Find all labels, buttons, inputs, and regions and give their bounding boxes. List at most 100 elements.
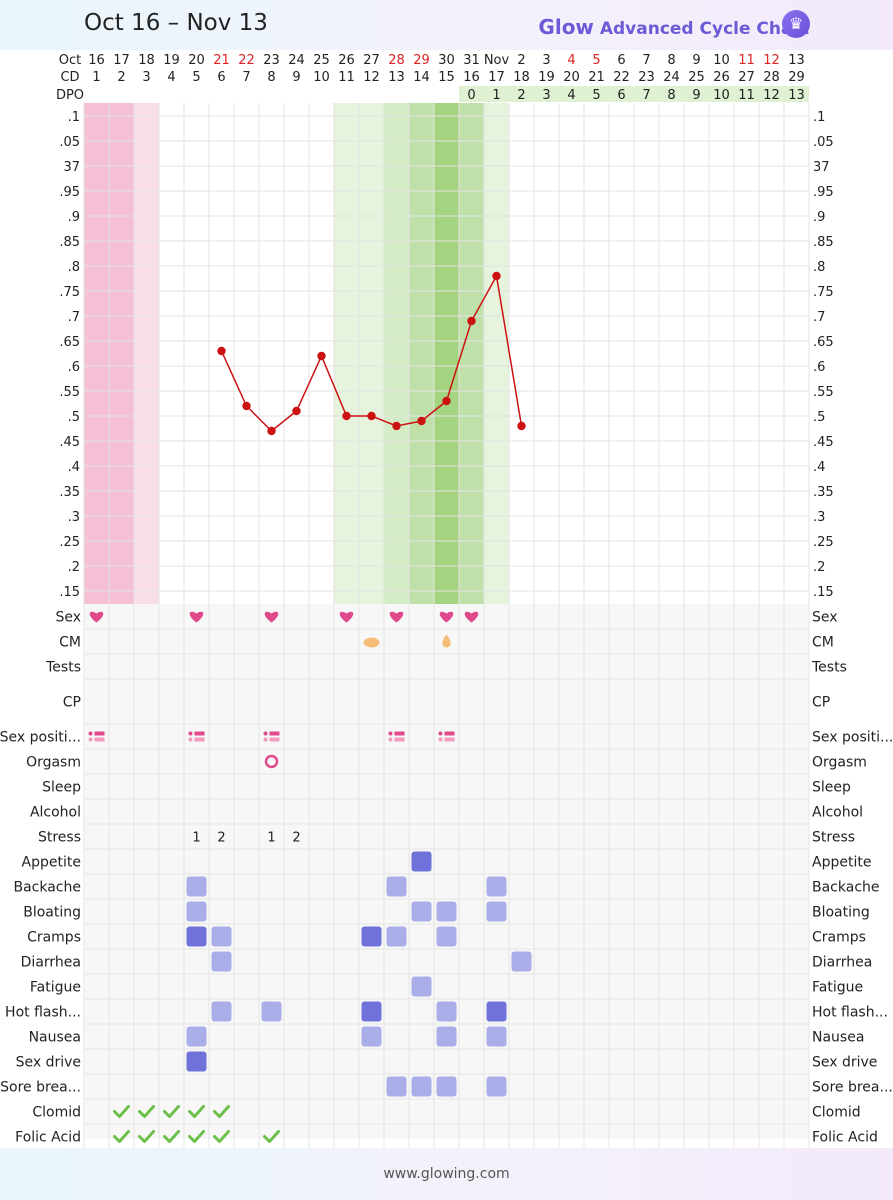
cd-tick-label: 3 <box>142 70 150 85</box>
heart-icon <box>89 611 104 623</box>
cd-tick-label: 16 <box>463 70 480 85</box>
y-tick-label-left: .4 <box>68 460 80 475</box>
footer-url[interactable]: www.glowing.com <box>383 1166 510 1182</box>
fertile-band <box>434 103 459 604</box>
date-tick-label: 27 <box>363 53 380 68</box>
fertile-band <box>359 103 384 604</box>
log-row-label-left: Clomid <box>32 1105 81 1121</box>
log-row-label-right: Diarrhea <box>812 955 872 971</box>
cd-tick-label: 19 <box>538 70 555 85</box>
date-tick-label: 23 <box>263 53 280 68</box>
symptom-square <box>486 1076 507 1097</box>
log-row-label-right: Backache <box>812 880 880 896</box>
cd-tick-label: 5 <box>192 70 200 85</box>
y-tick-label-left: .9 <box>68 210 80 225</box>
symptom-square <box>386 926 407 947</box>
dpo-tick-label: 6 <box>617 88 625 103</box>
symptom-square <box>211 1001 232 1022</box>
y-tick-label-right: .3 <box>813 510 825 525</box>
log-row-label-right: Sex <box>812 610 838 626</box>
fertile-band <box>409 103 434 604</box>
dpo-tick-label: 3 <box>542 88 550 103</box>
y-tick-label-right: .9 <box>813 210 825 225</box>
sex-position-icon <box>88 731 93 736</box>
date-tick-label: 4 <box>567 53 575 68</box>
date-tick-label: 31 <box>463 53 480 68</box>
temp-point <box>242 401 251 411</box>
check-icon <box>213 1130 230 1143</box>
dpo-label: DPO <box>56 88 84 103</box>
y-tick-label-right: .25 <box>813 535 834 550</box>
symptom-square <box>486 901 507 922</box>
check-icon <box>138 1130 155 1143</box>
dpo-tick-label: 13 <box>788 88 805 103</box>
log-row-label-left: CM <box>59 635 81 651</box>
symptom-square <box>411 1076 432 1097</box>
temp-point <box>517 421 526 431</box>
log-row-label-left: Stress <box>38 830 81 846</box>
y-tick-label-left: .85 <box>59 235 80 250</box>
temp-point <box>492 271 501 281</box>
log-row-label-right: Sore brea... <box>812 1080 893 1096</box>
sex-position-icon <box>263 731 268 736</box>
log-row-label-left: Tests <box>45 660 81 676</box>
dpo-tick-label: 12 <box>763 88 780 103</box>
date-tick-label: 17 <box>113 53 130 68</box>
symptom-square <box>411 901 432 922</box>
y-tick-label-left: 37 <box>63 160 80 175</box>
sex-position-icon <box>394 737 405 742</box>
stress-value: 1 <box>267 831 275 846</box>
symptom-square <box>386 1076 407 1097</box>
y-tick-label-right: .05 <box>813 135 834 150</box>
dpo-tick-label: 7 <box>642 88 650 103</box>
symptom-square <box>361 1001 382 1022</box>
y-tick-label-right: .4 <box>813 460 825 475</box>
y-tick-label-left: .25 <box>59 535 80 550</box>
sex-position-icon <box>194 731 205 736</box>
log-row-label-right: Fatigue <box>812 980 863 996</box>
cd-tick-label: 7 <box>242 70 250 85</box>
heart-icon <box>339 611 354 623</box>
sex-position-icon <box>194 737 205 742</box>
header-bar: Oct 16 – Nov 13 Glow Advanced Cycle Char… <box>0 0 893 50</box>
cd-tick-label: 25 <box>688 70 705 85</box>
date-tick-label: 13 <box>788 53 805 68</box>
log-row-label-left: Alcohol <box>30 805 81 821</box>
date-tick-label: 18 <box>138 53 155 68</box>
dpo-tick-label: 4 <box>567 88 575 103</box>
sex-position-icon <box>438 731 443 736</box>
log-row-label-right: Sex drive <box>812 1055 877 1071</box>
cd-tick-label: 18 <box>513 70 530 85</box>
fertile-band <box>484 103 509 604</box>
y-tick-label-left: .95 <box>59 185 80 200</box>
date-tick-label: 16 <box>88 53 105 68</box>
symptom-square <box>436 926 457 947</box>
fertile-band <box>334 103 359 604</box>
y-tick-label-right: .6 <box>813 360 825 375</box>
date-tick-label: 2 <box>517 53 525 68</box>
log-row-label-right: Cramps <box>812 930 866 946</box>
date-tick-label: 8 <box>667 53 675 68</box>
date-tick-label: 10 <box>713 53 730 68</box>
log-row-label-left: Nausea <box>29 1030 81 1046</box>
sex-position-icon <box>94 737 105 742</box>
date-tick-label: 28 <box>388 53 405 68</box>
cd-tick-label: 11 <box>338 70 355 85</box>
sex-position-icon <box>269 737 280 742</box>
y-tick-label-left: .15 <box>59 585 80 600</box>
symptom-square <box>361 1026 382 1047</box>
dpo-tick-label: 11 <box>738 88 755 103</box>
check-icon <box>213 1105 230 1118</box>
date-range: Oct 16 – Nov 13 <box>84 10 268 36</box>
log-row-label-left: Orgasm <box>26 755 81 771</box>
period-band <box>134 103 159 604</box>
crown-icon[interactable]: ♛ <box>782 10 810 38</box>
temp-point <box>217 346 226 356</box>
log-row-label-right: Sleep <box>812 780 851 796</box>
sex-position-icon <box>88 737 93 742</box>
check-icon <box>138 1105 155 1118</box>
log-row-label-right: Stress <box>812 830 855 846</box>
y-tick-label-left: .3 <box>68 510 80 525</box>
y-tick-label-left: .45 <box>59 435 80 450</box>
check-icon <box>188 1130 205 1143</box>
